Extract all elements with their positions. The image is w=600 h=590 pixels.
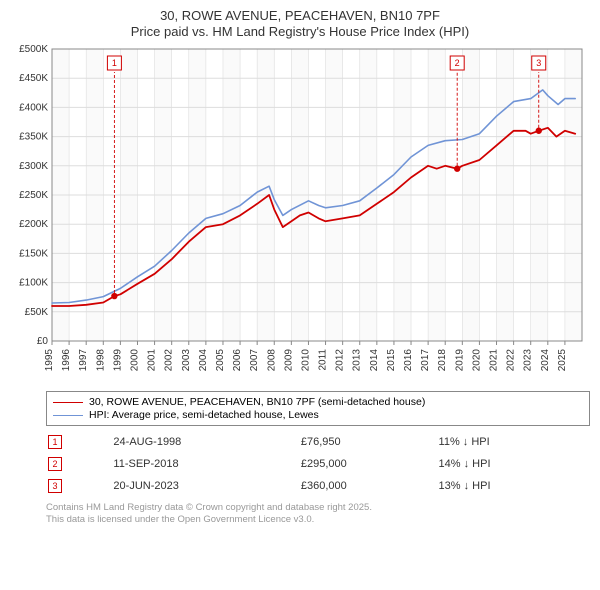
tx-date: 20-JUN-2023: [113, 476, 298, 496]
title-block: 30, ROWE AVENUE, PEACEHAVEN, BN10 7PF Pr…: [10, 8, 590, 45]
svg-text:2: 2: [455, 58, 460, 68]
svg-text:1996: 1996: [61, 349, 72, 372]
tx-delta: 14% ↓ HPI: [439, 454, 588, 474]
svg-text:2013: 2013: [352, 349, 363, 372]
svg-text:2004: 2004: [198, 349, 209, 372]
svg-text:£250K: £250K: [19, 190, 48, 201]
svg-text:£100K: £100K: [19, 278, 48, 289]
svg-text:2003: 2003: [181, 349, 192, 372]
svg-text:2014: 2014: [369, 349, 380, 372]
svg-text:2017: 2017: [420, 349, 431, 372]
tx-price: £295,000: [301, 454, 437, 474]
tx-delta: 11% ↓ HPI: [439, 432, 588, 452]
root: 30, ROWE AVENUE, PEACEHAVEN, BN10 7PF Pr…: [0, 0, 600, 590]
svg-text:2025: 2025: [557, 349, 568, 372]
svg-text:£50K: £50K: [25, 307, 49, 318]
svg-text:2018: 2018: [437, 349, 448, 372]
tx-delta: 13% ↓ HPI: [439, 476, 588, 496]
svg-text:1999: 1999: [112, 349, 123, 372]
legend-label-1: 30, ROWE AVENUE, PEACEHAVEN, BN10 7PF (s…: [89, 396, 425, 408]
svg-text:2011: 2011: [318, 349, 329, 371]
svg-text:1998: 1998: [95, 349, 106, 372]
legend-swatch-2: [53, 415, 83, 416]
chart-svg: £0 £50K £100K £150K £200K £250K £300K £350K £400…: [10, 45, 590, 385]
svg-text:2015: 2015: [386, 349, 397, 372]
footer-line2: This data is licensed under the Open Gov…: [46, 514, 590, 526]
tx-price: £76,950: [301, 432, 437, 452]
svg-text:2021: 2021: [489, 349, 500, 372]
svg-text:£200K: £200K: [19, 219, 48, 230]
tx-marker-icon: 3: [48, 479, 62, 493]
svg-text:2020: 2020: [471, 349, 482, 372]
footer: Contains HM Land Registry data © Crown c…: [46, 502, 590, 526]
svg-text:£450K: £450K: [19, 73, 48, 84]
footer-line1: Contains HM Land Registry data © Crown c…: [46, 502, 590, 514]
svg-text:2010: 2010: [300, 349, 311, 372]
tx-price: £360,000: [301, 476, 437, 496]
svg-text:2002: 2002: [164, 349, 175, 372]
svg-text:3: 3: [536, 58, 541, 68]
svg-text:2009: 2009: [283, 349, 294, 372]
legend-row-1: 30, ROWE AVENUE, PEACEHAVEN, BN10 7PF (s…: [53, 396, 583, 408]
tx-date: 24-AUG-1998: [113, 432, 298, 452]
svg-text:£400K: £400K: [19, 102, 48, 113]
transactions-table: 1 24-AUG-1998£76,95011% ↓ HPI 2 11-SEP-2018…: [46, 430, 590, 498]
svg-text:2012: 2012: [335, 349, 346, 372]
svg-text:£500K: £500K: [19, 45, 48, 55]
title-line2: Price paid vs. HM Land Registry's House …: [10, 24, 590, 39]
svg-text:2005: 2005: [215, 349, 226, 372]
svg-text:2024: 2024: [540, 349, 551, 372]
table-row: 1 24-AUG-1998£76,95011% ↓ HPI: [48, 432, 588, 452]
svg-text:2001: 2001: [147, 349, 158, 372]
svg-text:1995: 1995: [44, 349, 55, 372]
legend-label-2: HPI: Average price, semi-detached house,…: [89, 409, 319, 421]
tx-marker-icon: 2: [48, 457, 62, 471]
svg-text:2019: 2019: [454, 349, 465, 372]
svg-text:£0: £0: [37, 336, 49, 347]
chart: £0 £50K £100K £150K £200K £250K £300K £350K £400…: [10, 45, 590, 385]
svg-text:2016: 2016: [403, 349, 414, 372]
svg-text:£300K: £300K: [19, 161, 48, 172]
table-row: 2 11-SEP-2018£295,00014% ↓ HPI: [48, 454, 588, 474]
tx-marker-icon: 1: [48, 435, 62, 449]
svg-text:2023: 2023: [523, 349, 534, 372]
svg-text:2006: 2006: [232, 349, 243, 372]
table-row: 3 20-JUN-2023£360,00013% ↓ HPI: [48, 476, 588, 496]
svg-text:2008: 2008: [266, 349, 277, 372]
legend-row-2: HPI: Average price, semi-detached house,…: [53, 409, 583, 421]
svg-text:£350K: £350K: [19, 132, 48, 143]
svg-text:1: 1: [112, 58, 117, 68]
svg-text:2000: 2000: [129, 349, 140, 372]
tx-date: 11-SEP-2018: [113, 454, 298, 474]
svg-text:1997: 1997: [78, 349, 89, 372]
svg-text:2007: 2007: [249, 349, 260, 372]
svg-text:£150K: £150K: [19, 248, 48, 259]
legend: 30, ROWE AVENUE, PEACEHAVEN, BN10 7PF (s…: [46, 391, 590, 426]
legend-swatch-1: [53, 402, 83, 403]
svg-text:2022: 2022: [506, 349, 517, 372]
title-line1: 30, ROWE AVENUE, PEACEHAVEN, BN10 7PF: [10, 8, 590, 23]
